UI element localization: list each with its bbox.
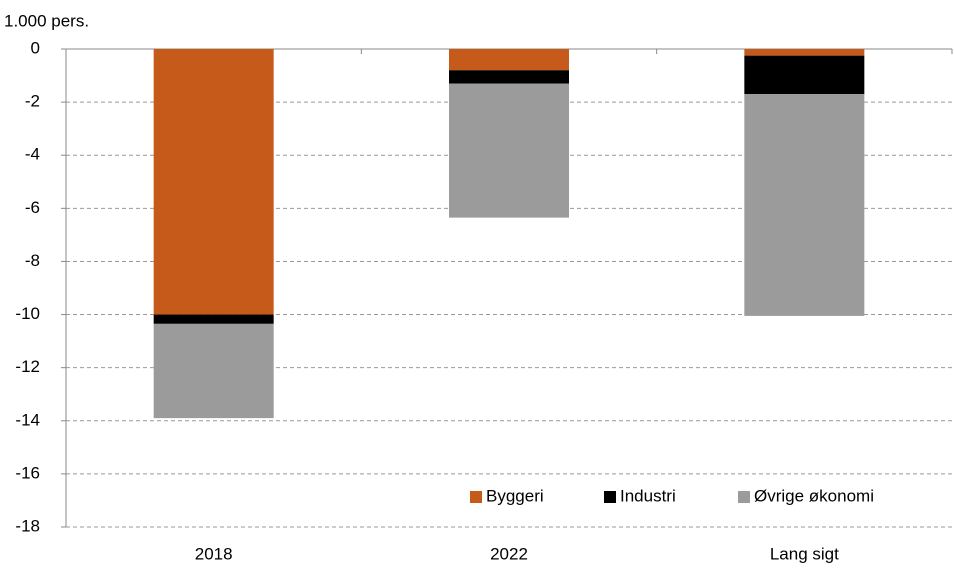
x-tick-label: 2022	[490, 544, 528, 563]
y-tick-label: -14	[15, 410, 40, 429]
legend-swatch	[604, 491, 616, 503]
y-tick-label: -16	[15, 463, 40, 482]
y-tick-label: -12	[15, 357, 40, 376]
bar-segment	[153, 323, 274, 419]
y-tick-label: -4	[25, 145, 40, 164]
bar-segment	[153, 49, 274, 315]
bar-segment	[449, 49, 569, 71]
bar-segment	[153, 314, 274, 324]
y-tick-label: 0	[31, 38, 40, 57]
x-tick-label: Lang sigt	[770, 544, 839, 563]
legend-swatch	[738, 491, 750, 503]
y-tick-label: -10	[15, 304, 40, 323]
y-tick-label: -2	[25, 92, 40, 111]
bar-segment	[744, 94, 865, 316]
y-tick-label: -8	[25, 251, 40, 270]
bar-segment	[744, 55, 865, 95]
x-tick-label: 2018	[195, 544, 233, 563]
y-tick-label: -18	[15, 516, 40, 535]
legend-label: Byggeri	[486, 486, 544, 505]
bar-segment	[744, 49, 865, 56]
y-axis-label: 1.000 pers.	[4, 11, 89, 30]
legend-swatch	[470, 491, 482, 503]
legend-label: Industri	[620, 486, 676, 505]
legend-label: Øvrige økonomi	[754, 486, 874, 505]
y-tick-label: -6	[25, 198, 40, 217]
bar-segment	[449, 83, 569, 218]
bar-segment	[449, 70, 569, 84]
